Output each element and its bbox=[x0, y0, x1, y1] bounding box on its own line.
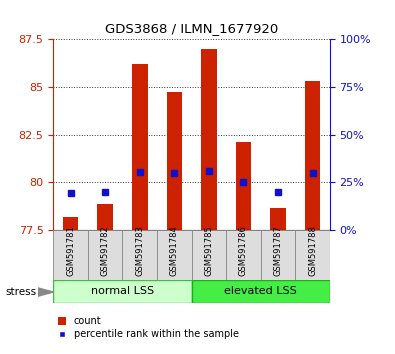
Bar bbox=[236, 142, 251, 230]
Text: GSM591784: GSM591784 bbox=[170, 225, 179, 276]
Bar bbox=[122, 230, 157, 280]
Bar bbox=[261, 230, 295, 280]
Bar bbox=[295, 230, 330, 280]
Text: stress: stress bbox=[5, 287, 36, 297]
Title: GDS3868 / ILMN_1677920: GDS3868 / ILMN_1677920 bbox=[105, 22, 278, 35]
Bar bbox=[53, 280, 192, 303]
Text: GSM591786: GSM591786 bbox=[239, 225, 248, 276]
Text: GSM591788: GSM591788 bbox=[308, 225, 317, 276]
Bar bbox=[226, 230, 261, 280]
Bar bbox=[270, 208, 286, 230]
Text: GSM591785: GSM591785 bbox=[204, 225, 213, 276]
Bar bbox=[98, 204, 113, 230]
Bar bbox=[192, 230, 226, 280]
Bar bbox=[167, 91, 182, 230]
Bar bbox=[305, 81, 320, 230]
Text: normal LSS: normal LSS bbox=[91, 286, 154, 296]
Bar bbox=[192, 280, 330, 303]
Bar bbox=[88, 230, 122, 280]
Text: GSM591787: GSM591787 bbox=[273, 225, 282, 276]
Text: elevated LSS: elevated LSS bbox=[224, 286, 297, 296]
Text: GSM591781: GSM591781 bbox=[66, 225, 75, 276]
Text: GSM591782: GSM591782 bbox=[101, 225, 110, 276]
Bar bbox=[53, 230, 88, 280]
Bar bbox=[63, 217, 78, 230]
Bar bbox=[201, 50, 216, 230]
Text: GSM591783: GSM591783 bbox=[135, 225, 144, 276]
Bar bbox=[132, 64, 147, 230]
Legend: count, percentile rank within the sample: count, percentile rank within the sample bbox=[58, 316, 239, 339]
Polygon shape bbox=[38, 288, 53, 296]
Bar bbox=[157, 230, 192, 280]
